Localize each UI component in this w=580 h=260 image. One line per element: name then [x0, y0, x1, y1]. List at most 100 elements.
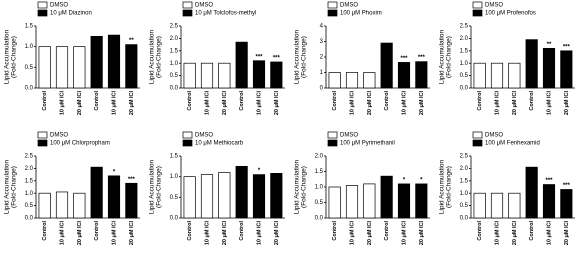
y-axis-label: Lipid Accumulation: [149, 160, 156, 215]
significance-label: **: [129, 38, 134, 44]
x-tick-label: 20 μM ICI: [129, 91, 135, 116]
bar: [107, 175, 121, 219]
x-tick-label: 20 μM ICI: [512, 221, 518, 246]
x-tick-label: 10 μM ICI: [494, 221, 500, 246]
y-tick-label: 1.5: [315, 169, 324, 175]
legend-label: DMSO: [50, 133, 68, 139]
bar: [363, 183, 376, 219]
x-tick-label: Control: [529, 221, 535, 241]
x-tick-label: Control: [239, 91, 245, 111]
y-tick-label: 1.5: [25, 24, 34, 30]
y-tick-label: 0.0: [460, 216, 469, 222]
legend-label: DMSO: [485, 3, 503, 9]
x-tick-label: 20 μM ICI: [512, 91, 518, 116]
x-tick-label: 10 μM ICI: [401, 91, 407, 116]
x-tick-label: 10 μM ICI: [546, 91, 552, 116]
x-tick-label: 10 μM ICI: [494, 91, 500, 116]
legend-swatch: [327, 131, 338, 139]
panel: Lipid Accumulation (Fold-Change) 0.0 0.5 1.0…: [439, 1, 575, 116]
x-tick-label: 10 μM ICI: [349, 221, 355, 246]
legend-label: DMSO: [485, 133, 503, 139]
x-tick-label: 10 μM ICI: [59, 91, 65, 116]
legend-label: 100 μM Pyrimethanil: [340, 141, 395, 147]
legend-label: 10 μM Diazinon: [50, 11, 92, 17]
bar: [38, 46, 51, 89]
panel: Lipid Accumulation (Fold-Change) 0.0 0.5 1.0…: [294, 131, 430, 246]
bar: [107, 34, 121, 89]
y-tick-label: 0.5: [460, 203, 469, 209]
x-tick-label: 20 μM ICI: [419, 91, 425, 116]
y-tick-label: 1.0: [25, 191, 34, 197]
y-tick-label: 1.5: [460, 48, 469, 54]
significance-label: ***: [563, 44, 571, 50]
bar: [252, 174, 266, 219]
legend-label: 100 μM Chlorpropham: [50, 141, 110, 147]
x-tick-label: Control: [477, 221, 483, 241]
legend-swatch: [327, 9, 338, 17]
bar: [473, 62, 486, 89]
panel: Lipid Accumulation (Fold-Change) 0.0 0.5 1.0…: [149, 131, 285, 246]
y-axis-label: Lipid Accumulation: [4, 30, 11, 85]
bar: [508, 192, 521, 219]
x-tick-label: 10 μM ICI: [546, 221, 552, 246]
bar: [490, 192, 504, 219]
legend-swatch: [472, 1, 483, 9]
x-tick-label: 20 μM ICI: [222, 221, 228, 246]
significance-label: *: [113, 169, 116, 175]
significance-label: ***: [128, 177, 136, 183]
legend-label: 10 μM Tolclofos-methyl: [195, 11, 256, 17]
y-tick-label: 1: [320, 70, 324, 76]
bar: [183, 62, 196, 89]
bar: [218, 62, 231, 89]
x-tick-label: 10 μM ICI: [349, 91, 355, 116]
y-axis-label: (Fold-Change): [446, 36, 453, 78]
significance-label: ***: [255, 54, 263, 60]
x-tick-label: 20 μM ICI: [419, 221, 425, 246]
x-tick-label: Control: [477, 91, 483, 111]
y-axis-label: (Fold-Change): [301, 36, 308, 78]
legend-swatch: [37, 131, 48, 139]
y-tick-label: 0.0: [25, 216, 34, 222]
y-axis-label: Lipid Accumulation: [4, 160, 11, 215]
y-axis-label: (Fold-Change): [156, 36, 163, 78]
x-tick-label: 10 μM ICI: [59, 221, 65, 246]
y-axis-label: (Fold-Change): [156, 166, 163, 208]
significance-label: **: [547, 42, 552, 48]
panel: Lipid Accumulation (Fold-Change) 0.0 0.5 1.0…: [4, 1, 140, 116]
x-tick-label: Control: [239, 221, 245, 241]
significance-label: ***: [545, 178, 553, 184]
y-tick-label: 2.5: [460, 24, 469, 30]
x-tick-label: 20 μM ICI: [564, 221, 570, 246]
legend-label: 100 μM Fenhexamid: [485, 141, 540, 147]
x-tick-label: Control: [384, 221, 390, 241]
x-tick-label: Control: [332, 91, 338, 111]
bar: [200, 174, 214, 219]
legend-swatch: [182, 9, 193, 17]
bar: [218, 172, 231, 219]
significance-label: ***: [400, 56, 408, 62]
bar: [542, 184, 556, 219]
bar: [380, 175, 393, 219]
y-tick-label: 2: [320, 55, 324, 61]
significance-label: ***: [418, 55, 426, 61]
y-tick-label: 2.0: [460, 166, 469, 172]
bar: [525, 166, 538, 219]
legend-swatch: [182, 139, 193, 147]
x-tick-label: 20 μM ICI: [77, 91, 83, 116]
y-tick-label: 2.0: [460, 36, 469, 42]
y-tick-label: 1.5: [25, 178, 34, 184]
x-tick-label: 20 μM ICI: [367, 221, 373, 246]
bar: [525, 39, 538, 89]
y-tick-label: 0.0: [315, 216, 324, 222]
x-tick-label: 20 μM ICI: [367, 91, 373, 116]
x-tick-label: 10 μM ICI: [204, 221, 210, 246]
legend-label: 100 μM Phoxim: [340, 11, 382, 17]
x-tick-label: 20 μM ICI: [564, 91, 570, 116]
bar: [235, 165, 248, 219]
bar: [125, 44, 138, 89]
y-tick-label: 1.0: [315, 185, 324, 191]
y-axis-label: (Fold-Change): [301, 166, 308, 208]
panel: Lipid Accumulation (Fold-Change) 0.0 0.5 1.0…: [149, 1, 285, 115]
bar: [252, 60, 266, 89]
